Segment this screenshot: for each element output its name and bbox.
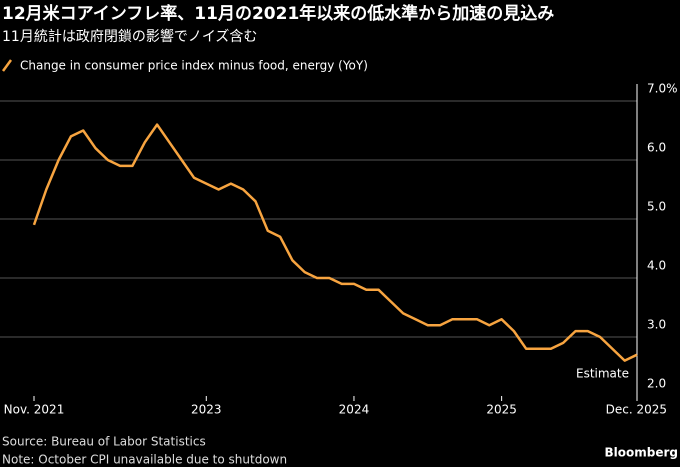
legend-label: Change in consumer price index minus foo… <box>20 59 368 73</box>
y-tick-label: 3.0 <box>647 318 666 332</box>
y-tick-label: 7.0% <box>647 82 678 96</box>
x-tick-label: Nov. 2021 <box>4 403 65 417</box>
source: Source: Bureau of Labor Statistics <box>2 435 206 449</box>
data-line <box>32 123 638 362</box>
brand: Bloomberg <box>605 446 679 460</box>
annotation: Estimate <box>576 367 629 381</box>
y-tick-label: 4.0 <box>647 259 666 273</box>
y-tick-label: 2.0 <box>647 377 666 391</box>
y-tick-label: 6.0 <box>647 141 666 155</box>
note: Note: October CPI unavailable due to shu… <box>2 453 287 467</box>
x-tick-label: Dec. 2025 <box>606 403 667 417</box>
x-tick-label: 2024 <box>339 403 370 417</box>
x-tick-label: 2023 <box>191 403 222 417</box>
x-tick-label: 2025 <box>486 403 517 417</box>
legend-icon <box>1 59 13 72</box>
chart-title: 12月米コアインフレ率、11月の2021年以来の低水準から加速の見込み <box>2 3 554 24</box>
y-tick-label: 5.0 <box>647 200 666 214</box>
chart-subtitle: 11月統計は政府閉鎖の影響でノイズ含む <box>2 28 257 45</box>
